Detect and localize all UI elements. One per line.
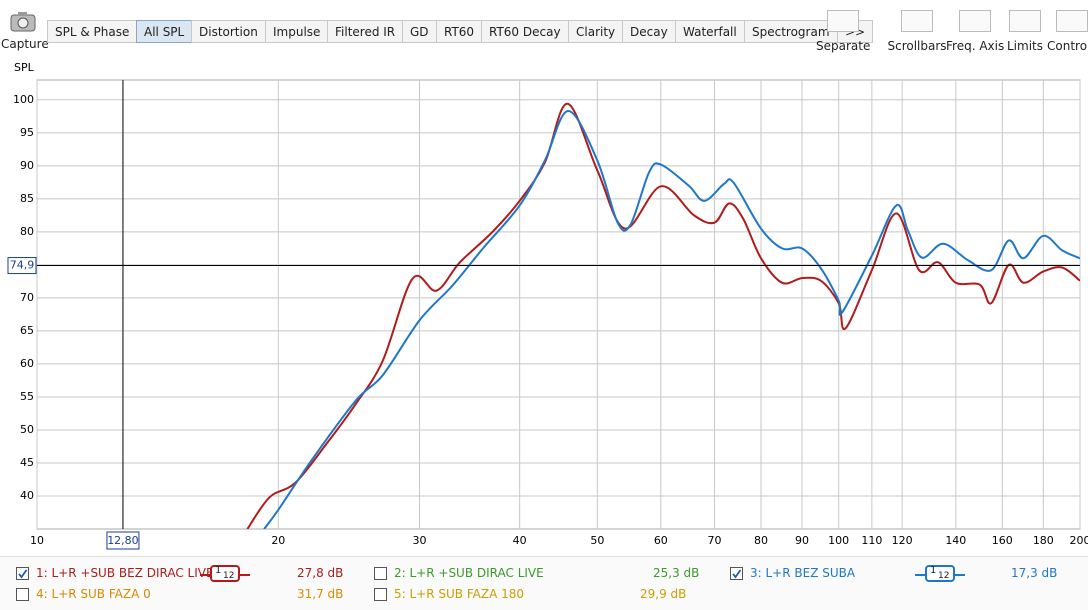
x-tick-label: 110 bbox=[861, 534, 882, 547]
tab[interactable]: Waterfall bbox=[675, 20, 745, 43]
y-tick-label: 45 bbox=[20, 456, 34, 469]
tab[interactable]: All SPL bbox=[136, 20, 193, 43]
x-tick-label: 160 bbox=[992, 534, 1013, 547]
x-tick-label: 20 bbox=[271, 534, 285, 547]
y-tick-label: 70 bbox=[20, 291, 34, 304]
checkbox[interactable] bbox=[16, 567, 29, 580]
legend-label[interactable]: 3: L+R BEZ SUBA bbox=[750, 566, 856, 580]
tab[interactable]: Impulse bbox=[265, 20, 329, 43]
tab[interactable]: Distortion bbox=[191, 20, 266, 43]
tool-icon[interactable] bbox=[1009, 10, 1041, 32]
capture-label[interactable]: Capture bbox=[1, 37, 49, 51]
y-tick-label: 95 bbox=[20, 126, 34, 139]
x-tick-label: 200 bbox=[1070, 534, 1088, 547]
x-tick-label: 40 bbox=[513, 534, 527, 547]
x-tick-label: 140 bbox=[945, 534, 966, 547]
y-tick-label: 100 bbox=[13, 93, 34, 106]
tab[interactable]: Spectrogram bbox=[744, 20, 838, 43]
x-tick-label: 10 bbox=[30, 534, 44, 547]
legend-level: 27,8 dB bbox=[297, 566, 344, 580]
legend-label[interactable]: 4: L+R SUB FAZA 0 bbox=[36, 587, 151, 601]
y-tick-label: 60 bbox=[20, 357, 34, 370]
checkbox[interactable] bbox=[16, 588, 29, 601]
x-tick-label: 180 bbox=[1033, 534, 1054, 547]
tool-icon[interactable] bbox=[901, 10, 933, 32]
x-tick-label: 30 bbox=[412, 534, 426, 547]
x-tick-label: 50 bbox=[590, 534, 604, 547]
legend-label[interactable]: 5: L+R SUB FAZA 180 bbox=[394, 587, 524, 601]
check-mark bbox=[18, 569, 28, 579]
legend-level: 25,3 dB bbox=[653, 566, 700, 580]
tab[interactable]: GD bbox=[402, 20, 437, 43]
y-tick-label: 65 bbox=[20, 324, 34, 337]
checkbox[interactable] bbox=[374, 567, 387, 580]
x-tick-label: 80 bbox=[754, 534, 768, 547]
tab[interactable]: Decay bbox=[622, 20, 676, 43]
y-tick-label: 50 bbox=[20, 423, 34, 436]
tab[interactable]: SPL & Phase bbox=[47, 20, 138, 43]
cursor-box bbox=[7, 257, 37, 275]
checkbox[interactable] bbox=[374, 588, 387, 601]
smoothing-box[interactable] bbox=[210, 565, 240, 582]
y-tick-label: 80 bbox=[20, 225, 34, 238]
y-tick-label: 40 bbox=[20, 489, 34, 502]
smoothing-den: 12 bbox=[223, 571, 235, 581]
smoothing-box[interactable] bbox=[925, 565, 955, 582]
legend-level: 17,3 dB bbox=[1011, 566, 1058, 580]
tab[interactable]: RT60 bbox=[436, 20, 483, 43]
tool-label[interactable]: Freq. Axis bbox=[946, 39, 1005, 53]
cursor-box bbox=[106, 531, 140, 550]
chart: SPL4045505560657075808590951001020304050… bbox=[7, 61, 1088, 550]
legend-level: 29,9 dB bbox=[640, 587, 687, 601]
tool-icon[interactable] bbox=[1056, 10, 1088, 32]
x-tick-label: 100 bbox=[828, 534, 849, 547]
measurement-panel bbox=[0, 556, 1088, 610]
series-line bbox=[246, 102, 1080, 529]
smoothing-num: 1 bbox=[930, 565, 937, 576]
y-tick-label: 90 bbox=[20, 159, 34, 172]
x-tick-label: 90 bbox=[795, 534, 809, 547]
x-tick-label: 120 bbox=[892, 534, 913, 547]
capture-icon[interactable] bbox=[8, 10, 38, 34]
tab[interactable]: RT60 Decay bbox=[481, 20, 569, 43]
tool-label[interactable]: Controls bbox=[1047, 39, 1088, 53]
tool-icon[interactable] bbox=[827, 10, 859, 32]
cursor-y-label: 74,9 bbox=[10, 259, 35, 272]
check-mark bbox=[732, 569, 742, 579]
legend-label[interactable]: 1: L+R +SUB BEZ DIRAC LIVE bbox=[36, 566, 214, 580]
plot-area bbox=[36, 79, 1081, 530]
checkbox[interactable] bbox=[730, 567, 743, 580]
x-tick-label: 70 bbox=[707, 534, 721, 547]
tool-label[interactable]: Scrollbars bbox=[887, 39, 947, 53]
legend-level: 31,7 dB bbox=[297, 587, 344, 601]
cursor-x-label: 12,80 bbox=[107, 534, 139, 547]
tool-label[interactable]: Limits bbox=[1007, 39, 1043, 53]
series-line bbox=[263, 110, 1080, 529]
tool-label[interactable]: Separate bbox=[816, 39, 871, 53]
tab[interactable]: Filtered IR bbox=[327, 20, 404, 43]
tool-icon[interactable] bbox=[959, 10, 991, 32]
y-axis-label: SPL bbox=[14, 61, 35, 74]
x-tick-label: 60 bbox=[654, 534, 668, 547]
y-tick-label: 55 bbox=[20, 390, 34, 403]
legend-label[interactable]: 2: L+R +SUB DIRAC LIVE bbox=[394, 566, 544, 580]
y-tick-label: 85 bbox=[20, 192, 34, 205]
smoothing-den: 12 bbox=[938, 571, 950, 581]
tab[interactable]: Clarity bbox=[568, 20, 624, 43]
smoothing-num: 1 bbox=[215, 565, 222, 576]
